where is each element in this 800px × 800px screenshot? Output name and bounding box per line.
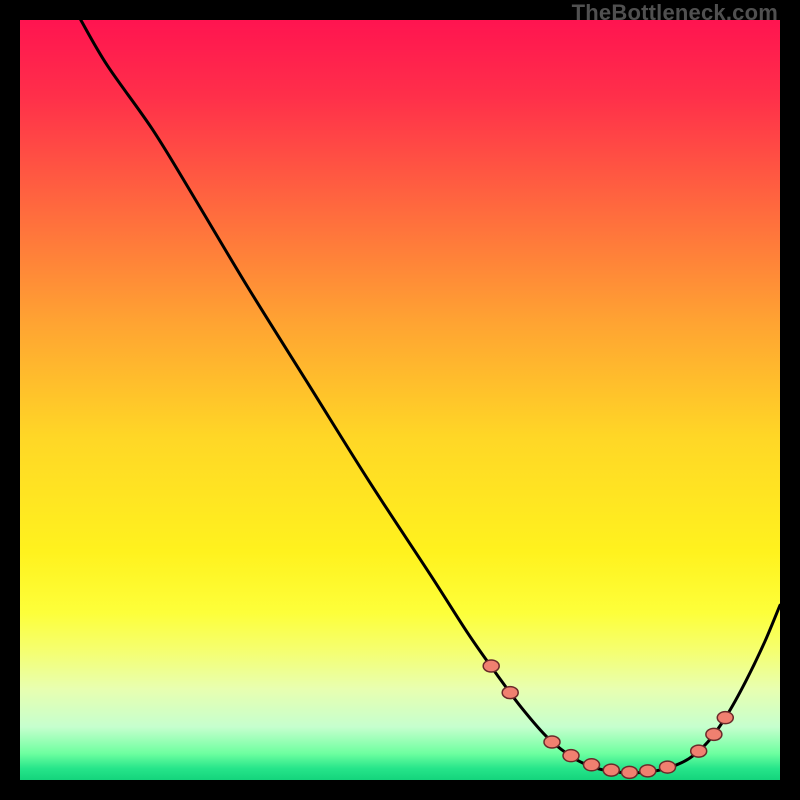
curve-marker: [584, 759, 600, 771]
curve-marker: [603, 764, 619, 776]
watermark-text: TheBottleneck.com: [572, 0, 778, 26]
curve-marker: [544, 736, 560, 748]
plot-svg: [20, 20, 780, 780]
curve-marker: [691, 745, 707, 757]
curve-marker: [717, 712, 733, 724]
curve-marker: [706, 728, 722, 740]
plot-area: [20, 20, 780, 780]
gradient-background: [20, 20, 780, 780]
curve-marker: [622, 766, 638, 778]
curve-marker: [640, 765, 656, 777]
curve-marker: [660, 761, 676, 773]
chart-frame: TheBottleneck.com: [0, 0, 800, 800]
curve-marker: [563, 750, 579, 762]
curve-marker: [502, 687, 518, 699]
curve-marker: [483, 660, 499, 672]
